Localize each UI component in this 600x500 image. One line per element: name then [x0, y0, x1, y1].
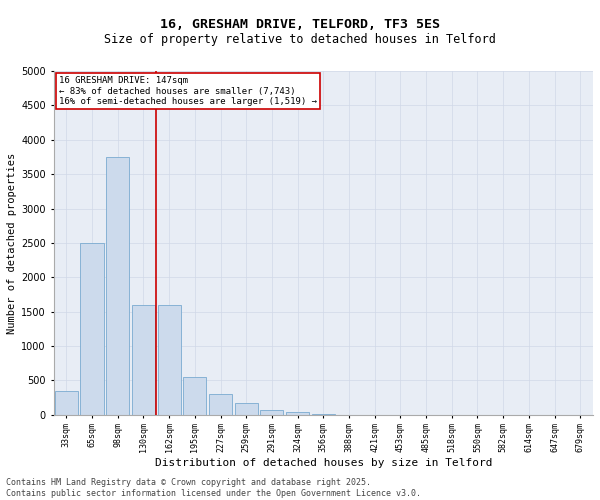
Bar [183, 377, 206, 415]
X-axis label: Distribution of detached houses by size in Telford: Distribution of detached houses by size … [155, 458, 492, 468]
Bar [260, 410, 283, 415]
Text: 16 GRESHAM DRIVE: 147sqm
← 83% of detached houses are smaller (7,743)
16% of sem: 16 GRESHAM DRIVE: 147sqm ← 83% of detach… [59, 76, 317, 106]
Text: Contains HM Land Registry data © Crown copyright and database right 2025.
Contai: Contains HM Land Registry data © Crown c… [6, 478, 421, 498]
Bar [235, 403, 258, 415]
Text: Size of property relative to detached houses in Telford: Size of property relative to detached ho… [104, 32, 496, 46]
Bar [312, 414, 335, 415]
Bar [132, 305, 155, 415]
Bar [286, 412, 309, 415]
Bar [158, 305, 181, 415]
Text: 16, GRESHAM DRIVE, TELFORD, TF3 5ES: 16, GRESHAM DRIVE, TELFORD, TF3 5ES [160, 18, 440, 30]
Y-axis label: Number of detached properties: Number of detached properties [7, 152, 17, 334]
Bar [80, 243, 104, 415]
Bar [55, 391, 78, 415]
Bar [209, 394, 232, 415]
Bar [106, 157, 129, 415]
